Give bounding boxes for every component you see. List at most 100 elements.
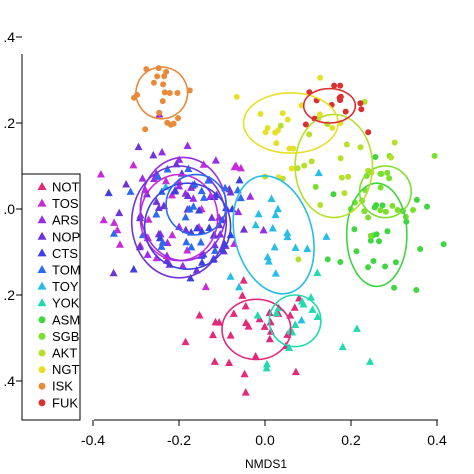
data-point-asm xyxy=(351,226,358,233)
data-point-toy xyxy=(283,232,292,241)
ellipse-toy xyxy=(232,174,315,295)
legend-label-sgb: SGB xyxy=(52,329,79,344)
data-point-ars xyxy=(158,147,167,156)
legend-marker-ngt xyxy=(38,366,46,374)
data-point-ars xyxy=(246,192,255,200)
data-point-nop xyxy=(183,191,192,200)
data-point-tos xyxy=(96,170,105,178)
data-point-asm xyxy=(424,203,431,210)
data-point-nop xyxy=(207,213,216,221)
data-point-tos xyxy=(183,245,192,254)
legend-marker-tos xyxy=(37,198,47,207)
data-point-tos xyxy=(161,176,170,185)
data-point-nop xyxy=(154,203,163,211)
data-point-tom xyxy=(189,202,198,210)
legend-marker-cts xyxy=(37,248,47,257)
data-point-isk xyxy=(163,68,170,75)
data-point-not xyxy=(241,388,250,396)
ellipse-cts xyxy=(143,182,232,270)
data-point-nop xyxy=(181,225,190,234)
data-point-ars xyxy=(234,207,243,216)
data-point-isk xyxy=(150,79,157,86)
data-point-nop xyxy=(192,265,201,274)
data-point-cts xyxy=(104,188,113,197)
data-point-ngt xyxy=(290,145,297,152)
data-point-tos xyxy=(115,240,124,248)
data-point-cts xyxy=(193,223,202,232)
ellipse-not xyxy=(221,298,292,361)
data-point-not xyxy=(290,303,299,311)
data-point-asm xyxy=(371,204,378,211)
data-point-asm xyxy=(392,259,399,266)
legend-label-cts: CTS xyxy=(52,246,78,261)
data-point-asm xyxy=(375,238,382,245)
legend-label-ngt: NGT xyxy=(52,362,80,377)
data-point-cts xyxy=(205,223,214,232)
data-point-asm xyxy=(372,154,379,161)
data-point-tom xyxy=(154,172,163,180)
data-point-akt xyxy=(301,162,308,169)
data-point-ngt xyxy=(257,110,264,117)
data-point-not xyxy=(241,301,250,310)
data-point-ars xyxy=(143,250,152,258)
data-point-not xyxy=(225,358,234,367)
data-point-cts xyxy=(197,226,206,235)
data-point-cts xyxy=(235,175,244,184)
data-point-nop xyxy=(115,208,124,217)
data-point-yok xyxy=(272,308,281,317)
legend-marker-fuk xyxy=(38,399,46,407)
data-point-tos xyxy=(110,218,119,226)
data-point-asm xyxy=(373,231,380,238)
data-point-ars xyxy=(178,261,187,270)
data-point-asm xyxy=(413,196,420,203)
data-point-yok xyxy=(285,343,294,351)
data-point-ars xyxy=(175,181,184,190)
data-point-nop xyxy=(109,268,118,277)
data-point-toy xyxy=(297,315,306,324)
data-point-asm xyxy=(337,259,344,266)
data-point-not xyxy=(208,330,217,339)
data-point-asm xyxy=(413,287,420,294)
data-point-not xyxy=(238,291,247,299)
legend-marker-yok xyxy=(37,298,47,307)
data-point-tom xyxy=(109,229,118,237)
data-point-tos xyxy=(236,163,245,172)
data-point-ngt xyxy=(316,111,323,118)
data-point-tom xyxy=(126,187,135,195)
data-point-nop xyxy=(149,150,158,159)
data-point-fuk xyxy=(331,82,338,89)
data-point-isk xyxy=(154,73,161,80)
legend-label-tos: TOS xyxy=(52,196,79,211)
data-point-asm xyxy=(379,202,386,209)
data-point-fuk xyxy=(337,82,344,89)
data-point-toy xyxy=(322,232,331,240)
data-point-akt xyxy=(294,165,301,172)
data-point-not xyxy=(266,317,275,326)
data-point-sgb xyxy=(386,175,393,182)
data-point-akt xyxy=(277,122,284,129)
data-point-toy xyxy=(271,210,280,219)
y-tick-label: .2 xyxy=(3,287,15,303)
data-point-akt xyxy=(391,139,398,146)
data-point-toy xyxy=(268,224,277,232)
data-point-toy xyxy=(271,269,280,277)
data-point-toy xyxy=(254,209,263,218)
data-point-tom xyxy=(199,193,208,201)
x-tick-label: 0.2 xyxy=(341,432,361,448)
data-point-not xyxy=(226,331,235,339)
legend-box xyxy=(21,173,81,421)
data-point-nop xyxy=(154,229,163,238)
data-point-yok xyxy=(313,312,322,320)
ellipse-yok xyxy=(268,294,322,348)
data-point-tom xyxy=(182,237,191,246)
data-point-fuk xyxy=(365,129,372,136)
data-point-toy xyxy=(283,228,292,237)
data-point-asm xyxy=(365,264,372,271)
legend-marker-sgb xyxy=(38,332,46,340)
data-point-tos xyxy=(129,160,138,169)
data-point-tos xyxy=(231,161,240,170)
data-point-yok xyxy=(262,359,271,368)
legend-label-tom: TOM xyxy=(52,263,81,278)
data-point-nop xyxy=(134,142,143,151)
